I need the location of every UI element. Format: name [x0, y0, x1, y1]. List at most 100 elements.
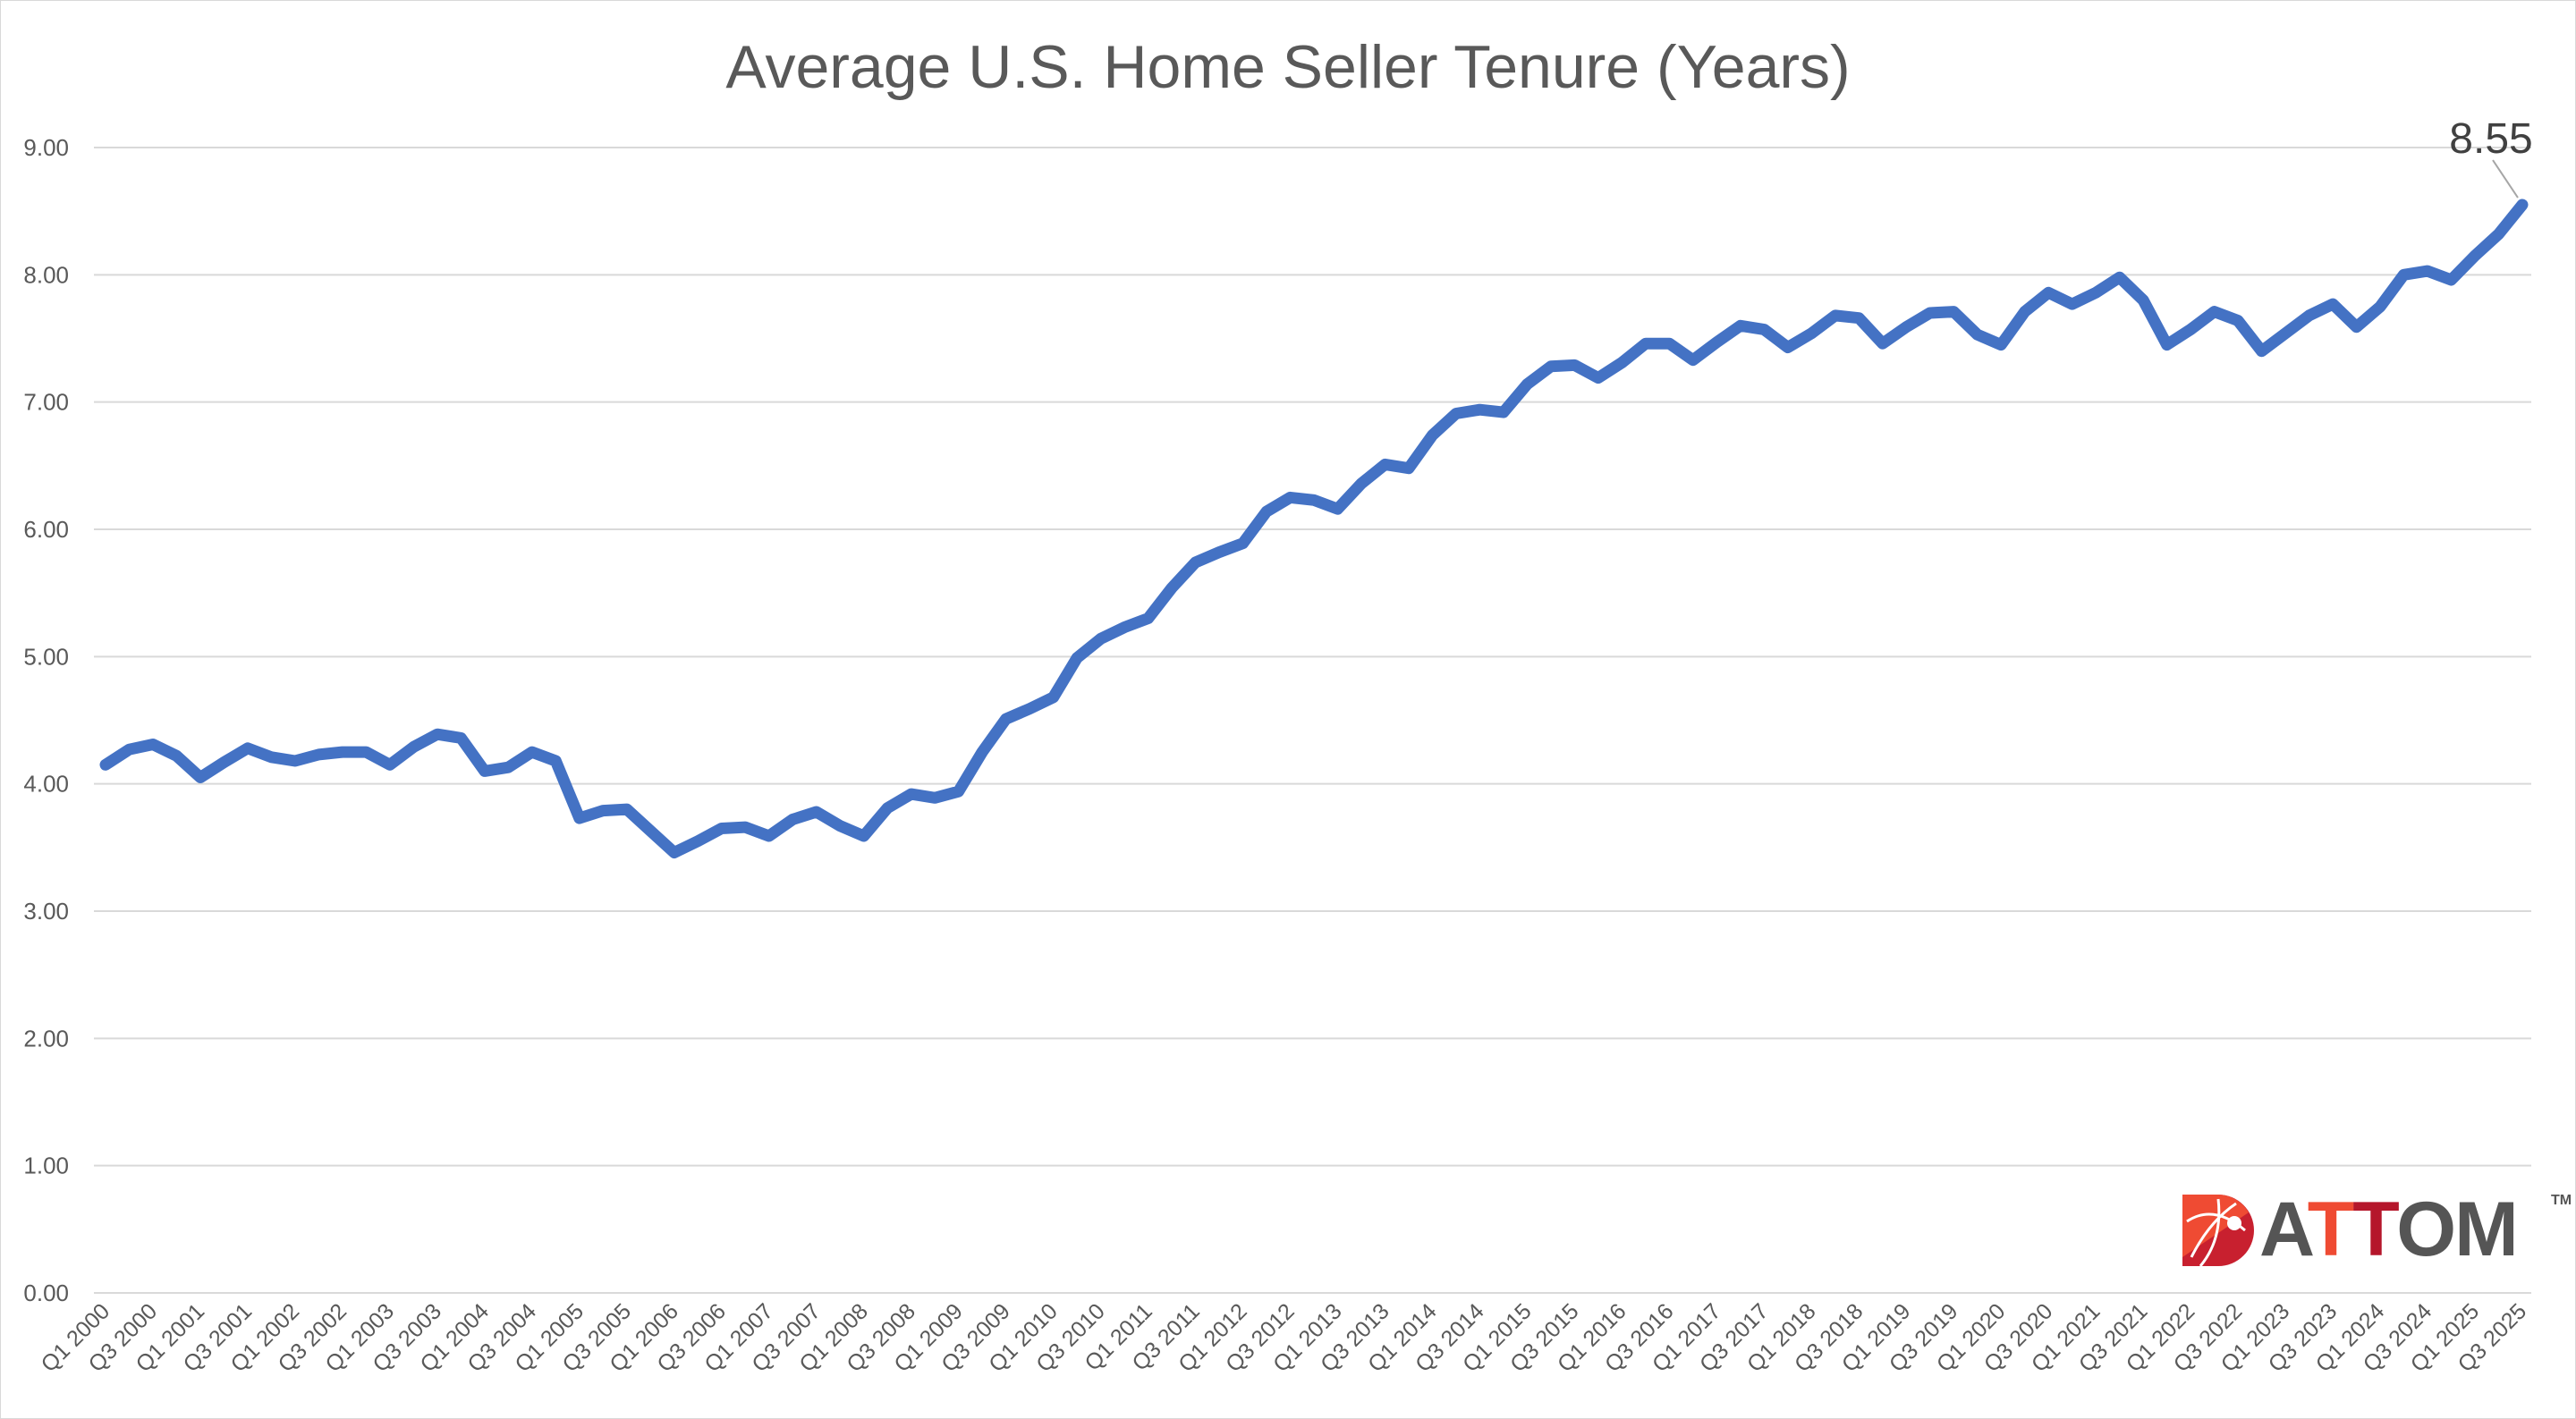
y-tick-label: 4.00	[23, 771, 69, 798]
data-point	[1356, 478, 1366, 488]
gridlines	[94, 147, 2531, 1294]
y-tick-label: 7.00	[23, 389, 69, 416]
data-point	[101, 760, 110, 770]
attom-wordmark: ATTOM	[2259, 1191, 2519, 1268]
data-point	[314, 749, 324, 759]
data-point	[1048, 692, 1058, 702]
data-point	[504, 763, 513, 773]
data-point	[1498, 408, 1508, 418]
data-point	[2376, 301, 2385, 311]
data-point	[2209, 307, 2219, 317]
data-point	[1688, 355, 1698, 365]
data-point	[551, 756, 561, 766]
data-points	[101, 200, 2527, 857]
data-point	[1120, 622, 1130, 632]
data-point	[1215, 547, 1224, 557]
data-point	[1854, 313, 1864, 323]
data-point	[1285, 493, 1295, 503]
y-tick-label: 0.00	[23, 1280, 69, 1306]
data-point	[267, 752, 276, 762]
data-point	[953, 787, 963, 797]
data-point	[2186, 325, 2196, 334]
data-point	[1167, 583, 1177, 593]
logo-letter: A	[2259, 1187, 2309, 1272]
trademark-mark: TM	[2551, 1193, 2572, 1208]
y-tick-label: 1.00	[23, 1153, 69, 1179]
data-point	[432, 730, 442, 739]
logo-letter: T	[2307, 1187, 2355, 1272]
data-point	[1522, 379, 1532, 389]
data-point	[1475, 405, 1485, 415]
data-point	[2091, 288, 2101, 298]
data-point	[930, 793, 940, 803]
data-point	[693, 836, 703, 846]
data-point	[835, 821, 845, 831]
data-point	[2233, 316, 2243, 325]
data-point	[1949, 307, 1959, 317]
data-point	[2139, 295, 2148, 305]
data-point	[574, 814, 584, 824]
data-point	[1783, 342, 1792, 352]
data-point	[1096, 634, 1106, 644]
data-point	[2114, 273, 2124, 283]
data-point	[2044, 288, 2054, 298]
data-point	[2257, 346, 2267, 356]
data-point	[622, 805, 631, 815]
data-point	[1735, 321, 1745, 331]
data-point	[1830, 310, 1840, 320]
data-point	[527, 748, 537, 757]
logo-letter: T	[2352, 1187, 2398, 1272]
data-point	[479, 766, 489, 776]
data-point	[337, 748, 347, 757]
data-point	[741, 823, 750, 832]
data-point	[385, 760, 394, 770]
attom-logo: ATTOM TM	[2182, 1189, 2572, 1270]
data-point	[1191, 558, 1200, 568]
data-point	[1546, 361, 1555, 371]
chart-title: Average U.S. Home Seller Tenure (Years)	[725, 33, 1851, 101]
data-point	[716, 824, 726, 833]
data-point	[906, 790, 916, 799]
data-point	[242, 743, 252, 753]
attom-globe-icon	[2182, 1195, 2254, 1266]
data-point	[1380, 460, 1390, 469]
data-point	[2399, 270, 2409, 280]
data-point	[2020, 307, 2029, 317]
data-point	[219, 757, 229, 767]
y-tick-label: 8.00	[23, 261, 69, 288]
data-point	[1877, 339, 1887, 349]
data-point	[1025, 704, 1035, 714]
data-point	[2423, 266, 2433, 276]
data-point	[1759, 325, 1769, 334]
data-point	[1807, 328, 1817, 338]
data-point	[1593, 373, 1603, 383]
data-point	[1665, 339, 1674, 349]
data-point	[1925, 308, 1935, 318]
y-tick-label: 2.00	[23, 1025, 69, 1052]
data-point	[2494, 229, 2504, 239]
data-point	[2067, 300, 2077, 309]
y-tick-label: 9.00	[23, 134, 69, 161]
data-point	[788, 815, 798, 824]
data-point	[598, 806, 608, 815]
data-point	[124, 745, 134, 755]
y-axis-tick-labels: 0.00 1.00 2.00 3.00 4.00 5.00 6.00 7.00 8.00 9.00	[23, 134, 69, 1306]
data-point	[2351, 322, 2361, 332]
data-point	[2446, 275, 2456, 285]
data-point	[978, 748, 987, 757]
data-point	[1996, 340, 2006, 350]
data-point	[1428, 430, 1437, 440]
data-point	[1640, 339, 1650, 349]
data-label-leader-line	[2492, 159, 2519, 198]
data-point	[172, 751, 182, 761]
data-point	[1262, 507, 1272, 517]
data-point	[1902, 322, 1911, 332]
data-point	[2470, 250, 2480, 260]
data-point	[669, 848, 679, 857]
data-point	[409, 742, 419, 752]
data-point	[811, 807, 821, 816]
data-point	[2281, 328, 2291, 338]
data-point	[195, 773, 205, 782]
y-tick-label: 5.00	[23, 643, 69, 670]
